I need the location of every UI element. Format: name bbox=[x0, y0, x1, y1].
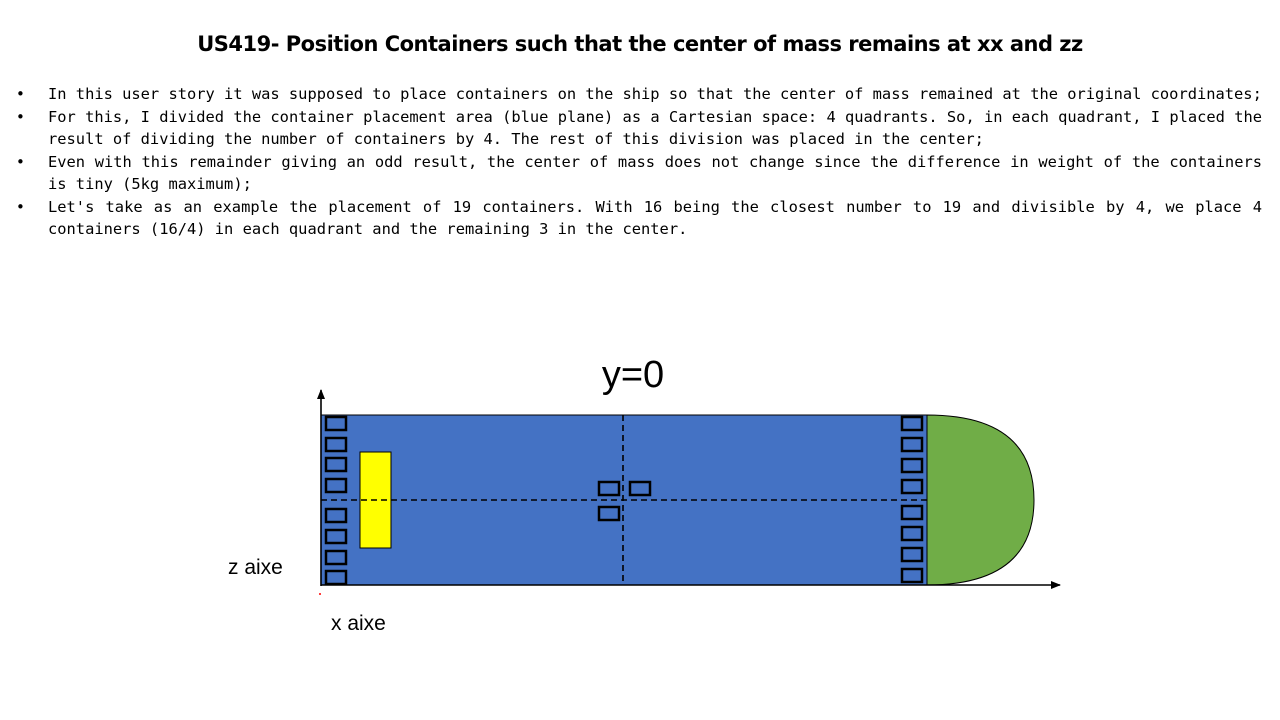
z-axis-label: z aixe bbox=[228, 556, 283, 579]
bullet-item: • For this, I divided the container plac… bbox=[16, 106, 1262, 151]
slide-title: US419- Position Containers such that the… bbox=[197, 32, 1083, 56]
container-box-right bbox=[900, 525, 924, 542]
container-box-right bbox=[900, 436, 924, 453]
container-box-right bbox=[900, 546, 924, 563]
container-box-center bbox=[597, 505, 621, 522]
container-box-right bbox=[900, 415, 924, 432]
bullet-list: • In this user story it was supposed to … bbox=[16, 83, 1262, 241]
bullet-dot-icon: • bbox=[16, 197, 25, 216]
container-box-right bbox=[900, 567, 924, 584]
container-box-left bbox=[324, 415, 348, 432]
bullet-item: • In this user story it was supposed to … bbox=[16, 83, 1262, 106]
container-box-left bbox=[324, 549, 348, 566]
container-box-left bbox=[324, 507, 348, 524]
container-box-center bbox=[597, 480, 621, 497]
bullet-text: For this, I divided the container placem… bbox=[48, 107, 1262, 149]
container-box-center bbox=[628, 480, 652, 497]
bullet-item: • Even with this remainder giving an odd… bbox=[16, 151, 1262, 196]
x-axis-label: x aixe bbox=[331, 612, 386, 635]
ship-bridge bbox=[359, 451, 392, 549]
container-box-left bbox=[324, 569, 348, 586]
ship-bow bbox=[926, 414, 1035, 586]
bullet-dot-icon: • bbox=[16, 152, 25, 171]
container-deck bbox=[320, 414, 928, 586]
view-label: y=0 bbox=[602, 354, 664, 396]
container-box-left bbox=[324, 528, 348, 545]
bullet-item: • Let's take as an example the placement… bbox=[16, 196, 1262, 241]
bullet-text: In this user story it was supposed to pl… bbox=[48, 85, 1262, 103]
origin-mark bbox=[319, 593, 321, 595]
container-box-right bbox=[900, 457, 924, 474]
container-box-left bbox=[324, 436, 348, 453]
container-box-left bbox=[324, 456, 348, 473]
container-box-left bbox=[324, 477, 348, 494]
bullet-dot-icon: • bbox=[16, 107, 25, 126]
container-box-right bbox=[900, 504, 924, 521]
bullet-text: Even with this remainder giving an odd r… bbox=[48, 152, 1262, 194]
bullet-text: Let's take as an example the placement o… bbox=[48, 197, 1262, 239]
bullet-dot-icon: • bbox=[16, 85, 25, 103]
container-group bbox=[324, 415, 924, 586]
container-box-right bbox=[900, 478, 924, 495]
